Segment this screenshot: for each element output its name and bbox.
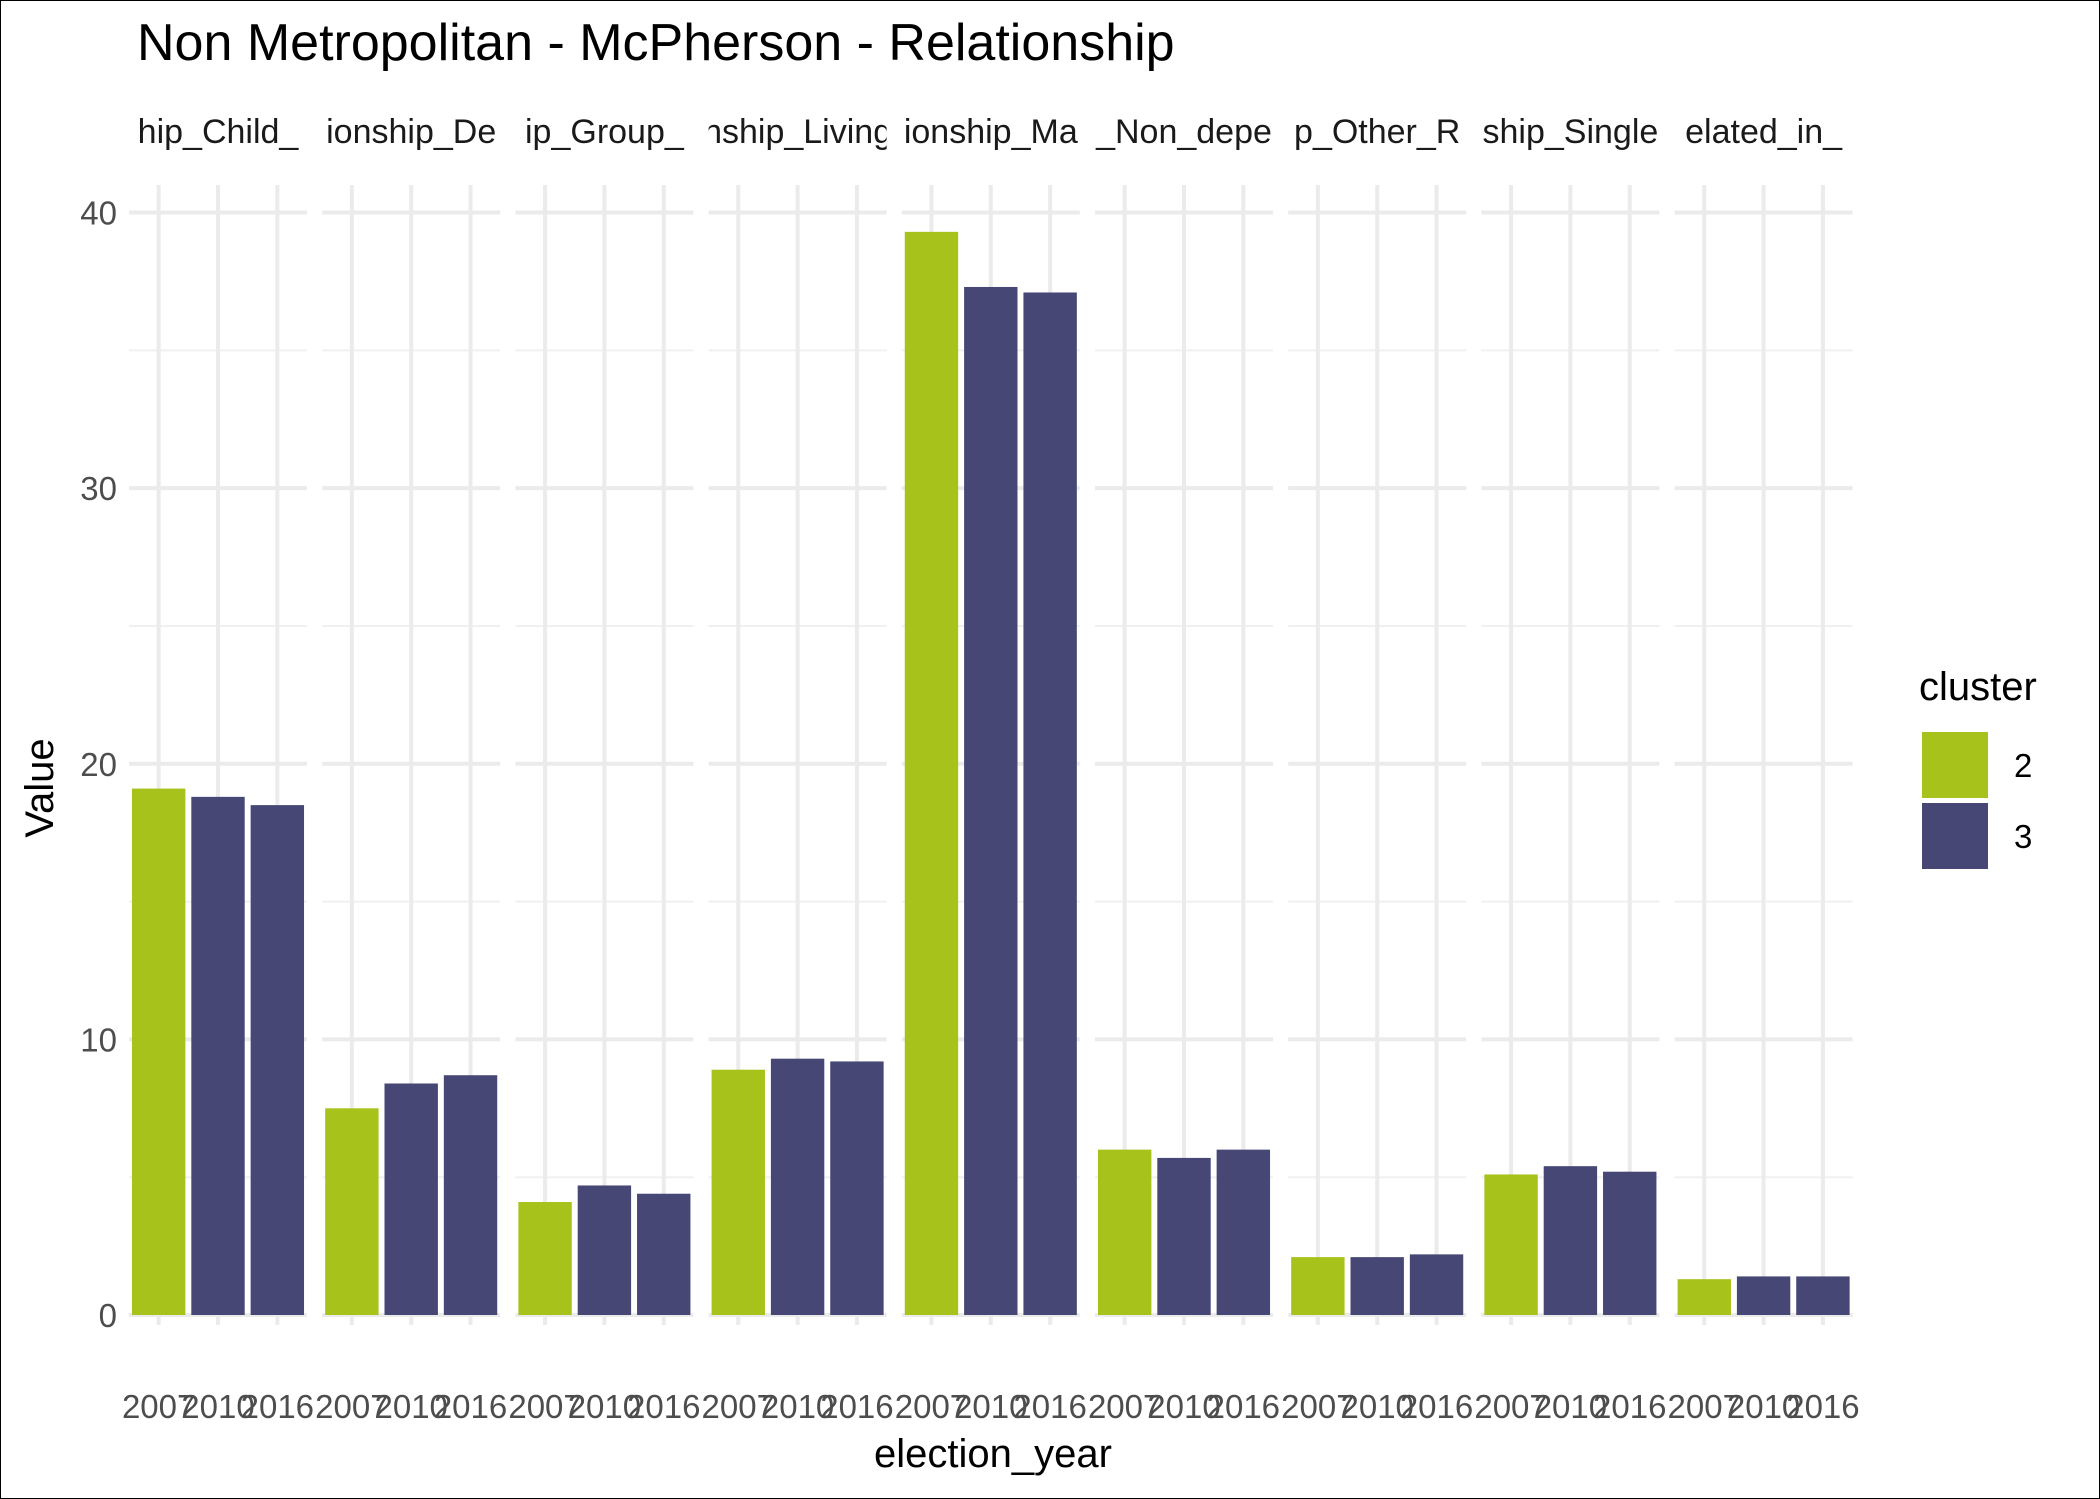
bar [1350, 1257, 1404, 1315]
legend-label: 3 [2014, 818, 2032, 855]
bar [577, 1185, 632, 1315]
y-tick-label: 30 [80, 470, 117, 507]
bar [1736, 1276, 1791, 1315]
bar [1603, 1171, 1657, 1315]
x-tick-label: 2016 [1786, 1388, 1859, 1425]
bar [250, 805, 305, 1315]
x-tick-label: 2016 [241, 1388, 314, 1425]
legend: cluster 2 3 [1919, 665, 2037, 869]
bar [325, 1108, 379, 1315]
x-tick-label: 2010 [954, 1388, 1027, 1425]
bar [1291, 1257, 1345, 1315]
y-tick-label: 0 [99, 1297, 117, 1334]
x-tick-label: 2010 [1147, 1388, 1220, 1425]
bar [904, 231, 959, 1316]
x-tick-label: 2010 [1340, 1388, 1413, 1425]
legend-key [1922, 803, 1988, 869]
x-tick-label: 2016 [627, 1388, 700, 1425]
bar [443, 1075, 498, 1315]
x-tick-label: 2010 [1534, 1388, 1607, 1425]
bar [1097, 1149, 1152, 1315]
x-tick-label: 2016 [434, 1388, 507, 1425]
y-tick-label: 40 [80, 195, 117, 232]
facet-panels: hip_Child_200720102016ionship_De20072010… [80, 113, 1859, 1425]
facet-strip-label: ionship_De [326, 113, 496, 151]
x-tick-label: 2007 [122, 1388, 195, 1425]
facet-strip-label: elated_in_ [1685, 113, 1843, 151]
x-tick-label: 2010 [568, 1388, 641, 1425]
x-tick-label: 2016 [820, 1388, 893, 1425]
x-tick-label: 2007 [1668, 1388, 1741, 1425]
facet-strip-label: ip_Group_ [525, 113, 685, 151]
bar [1543, 1166, 1598, 1315]
bar [637, 1193, 691, 1315]
bar [131, 788, 186, 1315]
y-axis-label: Value [18, 738, 62, 837]
x-tick-label: 2016 [1593, 1388, 1666, 1425]
bar [964, 286, 1018, 1316]
legend-title: cluster [1919, 665, 2037, 709]
x-tick-label: 2007 [895, 1388, 968, 1425]
legend-key [1922, 732, 1988, 798]
x-tick-label: 2016 [1013, 1388, 1086, 1425]
bar [1484, 1174, 1538, 1315]
x-tick-label: 2010 [761, 1388, 834, 1425]
bar [1157, 1157, 1211, 1315]
bar [830, 1061, 884, 1315]
bar [518, 1202, 572, 1315]
x-tick-label: 2007 [1474, 1388, 1547, 1425]
y-tick-label: 20 [80, 746, 117, 783]
bar [1409, 1254, 1464, 1315]
x-tick-label: 2010 [181, 1388, 254, 1425]
chart-title: Non Metropolitan - McPherson - Relations… [137, 14, 1175, 72]
facet-strip-label: nship_Living [703, 113, 892, 151]
facet-strip-label: ionship_Ma [904, 113, 1078, 151]
y-tick-label: 10 [80, 1021, 117, 1058]
legend-label: 2 [2014, 747, 2032, 784]
bar [770, 1058, 825, 1315]
bar [711, 1069, 765, 1315]
x-tick-label: 2007 [315, 1388, 388, 1425]
bar [1023, 292, 1077, 1315]
facet-strip-label: ship_Single [1483, 113, 1659, 151]
facet-strip-label: hip_Child_ [138, 113, 300, 151]
bar [1796, 1276, 1850, 1315]
x-tick-label: 2007 [508, 1388, 581, 1425]
x-tick-label: 2010 [1727, 1388, 1800, 1425]
x-tick-label: 2007 [702, 1388, 775, 1425]
x-tick-label: 2007 [1088, 1388, 1161, 1425]
bar [1216, 1149, 1271, 1315]
x-tick-label: 2007 [1281, 1388, 1354, 1425]
facet-strip-label: p_Other_R [1294, 113, 1460, 151]
bar [384, 1083, 438, 1315]
x-tick-label: 2010 [374, 1388, 447, 1425]
bar [1677, 1279, 1731, 1315]
x-tick-label: 2016 [1207, 1388, 1280, 1425]
bar [191, 796, 245, 1315]
facet-strip-label: _Non_depe [1095, 113, 1272, 151]
x-axis-label: election_year [874, 1432, 1112, 1476]
x-tick-label: 2016 [1400, 1388, 1473, 1425]
